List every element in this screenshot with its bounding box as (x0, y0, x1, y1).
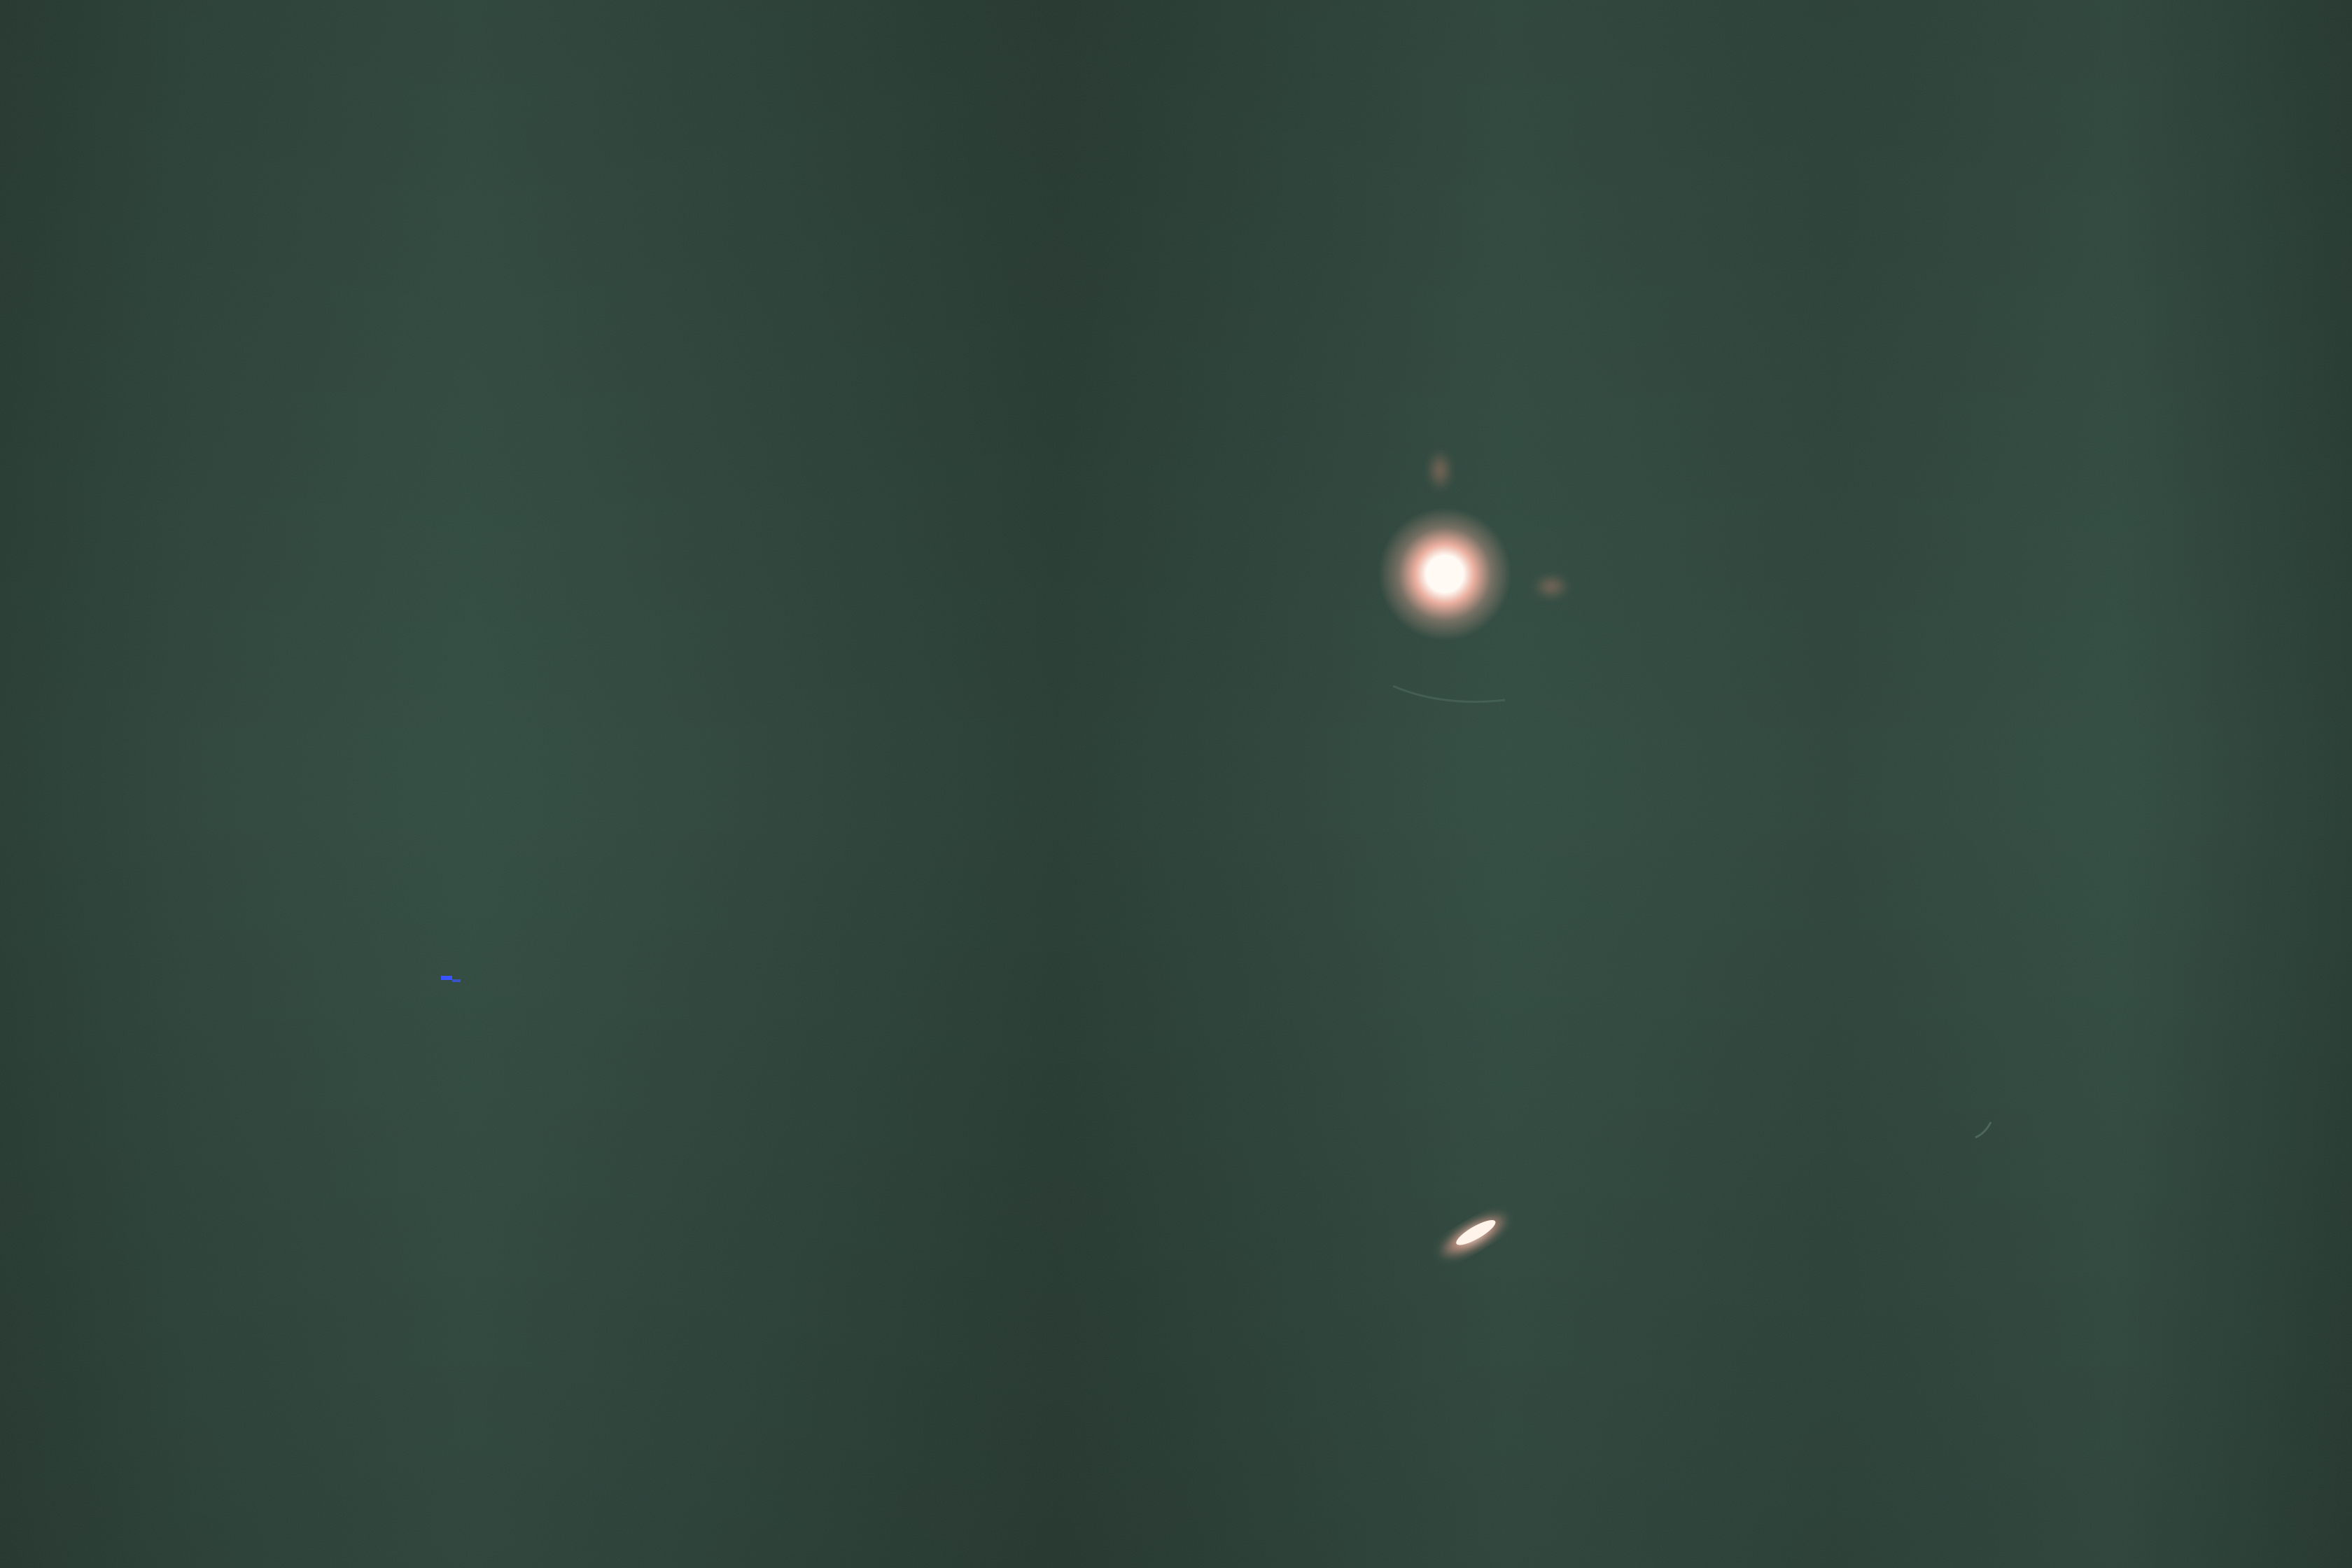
faint-mark (1975, 1121, 1992, 1139)
light-streak (1437, 1212, 1510, 1259)
bright-light-source (1378, 449, 1569, 703)
lens-flare-right (1533, 574, 1569, 599)
streak-core (1456, 1219, 1496, 1245)
lens-flare-upper (1427, 449, 1452, 491)
faint-arc (1392, 685, 1506, 703)
light-halo (1378, 507, 1511, 640)
blue-speck (441, 976, 461, 982)
